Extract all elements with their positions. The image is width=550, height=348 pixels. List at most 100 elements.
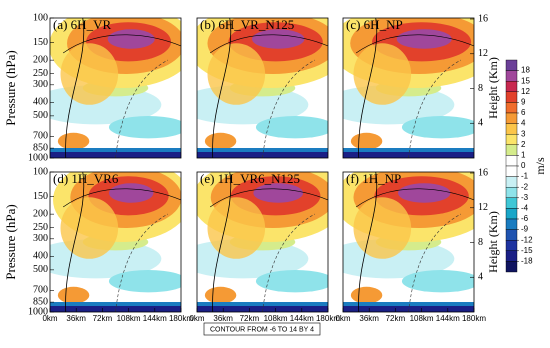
colorbar-label: 6 [521,108,526,117]
colorbar-box [505,102,518,114]
contour [62,34,181,54]
contour [212,18,232,158]
x-tick-label: 180km [316,314,340,323]
y-tick-label: 100 [33,166,48,177]
contour [65,172,85,312]
blob [396,29,452,49]
blob [60,43,119,105]
colorbar-label: -15 [521,246,533,255]
colorbar-box [505,229,518,241]
colorbar-label: 4 [521,119,526,128]
x-tick-label: 180km [462,314,486,323]
y2-label: Height (Km) [486,211,500,273]
band [197,302,328,306]
contour [358,18,378,158]
contour [65,18,85,158]
colorbar-label: 9 [521,98,526,107]
y-tick-label: 250 [33,222,48,233]
colorbar-label: 15 [521,76,530,85]
panel-field [197,172,328,312]
y-tick-label: 300 [33,79,48,90]
colorbar-label: 3 [521,129,526,138]
y-tick-label: 400 [33,251,48,262]
colorbar-label: -6 [521,214,529,223]
colorbar-box [505,112,518,124]
panel-title: (e) 1H_VR6_N125 [200,171,300,186]
contour [115,59,169,158]
note: CONTOUR FROM -6 TO 14 BY 4 [210,326,314,333]
contour [212,172,232,312]
blob [207,43,266,105]
colorbar-box [505,91,518,103]
frame [196,17,329,159]
x-tick-label: 108km [117,314,141,323]
y-tick-label: 150 [33,37,48,48]
colorbar-label: -3 [521,193,529,202]
frame [196,171,329,313]
colorbar-box [505,70,518,82]
colorbar-box [505,218,518,230]
colorbar-box [505,261,518,273]
panel-title: (d) 1H_VR6 [53,171,119,186]
frame [342,171,475,313]
blob [350,132,383,150]
colorbar-box [505,208,518,220]
y-tick-label: 1000 [28,306,48,317]
y2-tick-label: 16 [478,167,488,178]
frame [49,171,182,313]
contour [262,59,316,158]
y-tick-label: 200 [33,208,48,219]
colorbar-label: -1 [521,172,529,181]
y-tick-label: 500 [33,110,48,121]
panel-field [50,172,181,312]
patch [108,270,181,293]
blob [204,286,237,304]
x-tick-label: 180km [169,314,193,323]
y-tick-label: 850 [33,142,48,153]
colorbar-label: 1 [521,151,526,160]
blob [60,197,119,259]
patch [401,270,474,293]
band [343,152,474,158]
band [50,152,181,158]
y-tick-label: 150 [33,191,48,202]
colorbar-box [505,176,518,188]
panel-title: (a) 6H_VR [53,17,111,32]
band [197,306,328,312]
x-tick-label: 108km [410,314,434,323]
colorbar-label: 18 [521,66,530,75]
colorbar-box [505,165,518,177]
x-tick-label: 144km [143,314,167,323]
blob [107,29,155,49]
colorbar-label: -4 [521,204,529,213]
blob [204,132,237,150]
blob [398,183,451,203]
y2-tick-label: 16 [478,13,488,24]
panel-title: (f) 1H_NP [346,171,401,186]
colorbar-label: -2 [521,182,529,191]
contour [355,34,474,54]
band [50,148,181,152]
blob [57,286,90,304]
y-tick-label: 300 [33,233,48,244]
band [343,302,474,306]
y-tick-label: 700 [33,131,48,142]
x-tick-label: 36km [66,314,86,323]
y2-tick-label: 4 [478,118,483,129]
contour [408,59,462,158]
y-tick-label: 500 [33,264,48,275]
contour [408,213,462,312]
y-tick-label: 100 [33,12,48,23]
y-label: Pressure (hPa) [3,204,18,279]
y2-label: Height (Km) [486,57,500,119]
y-tick-label: 400 [33,97,48,108]
panel-field [343,172,474,312]
patch [401,116,474,139]
colorbar-label: 12 [521,87,530,96]
contour [115,213,169,312]
x-tick-label: 72km [240,314,260,323]
colorbar-box [505,250,518,262]
colorbar-label: 2 [521,140,526,149]
blob [253,183,304,203]
band [50,302,181,306]
